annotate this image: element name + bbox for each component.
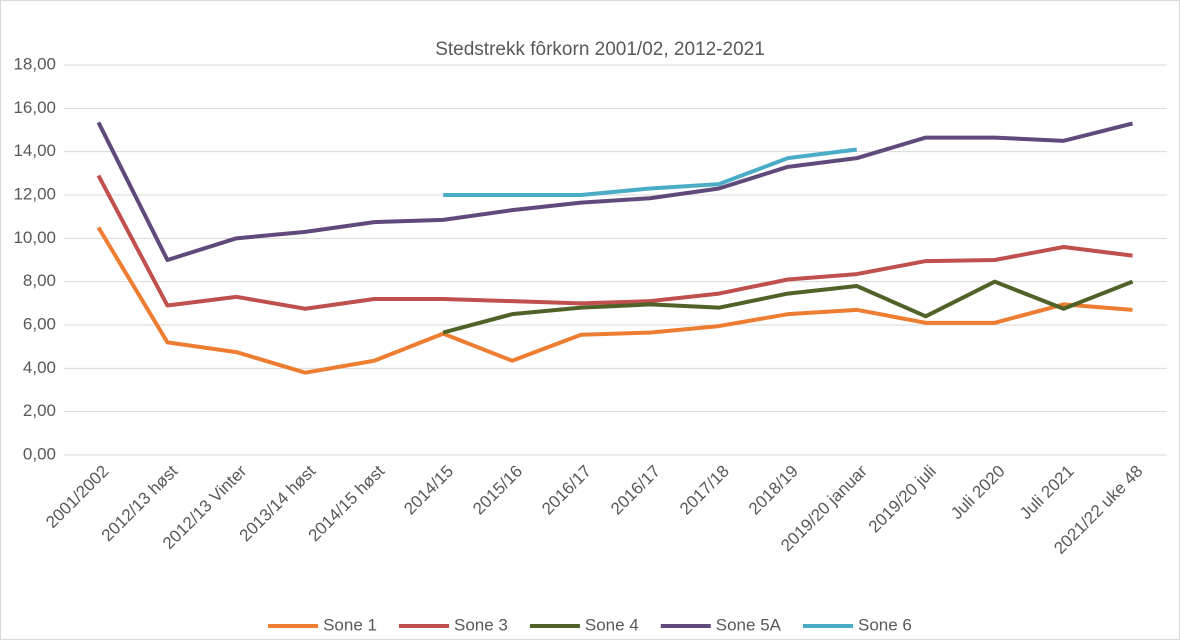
y-tick-label: 16,00 bbox=[13, 98, 56, 117]
legend-label: Sone 3 bbox=[454, 615, 508, 634]
legend-label: Sone 1 bbox=[323, 615, 377, 634]
y-tick-label: 2,00 bbox=[23, 401, 56, 420]
y-tick-label: 10,00 bbox=[13, 228, 56, 247]
series-line bbox=[443, 147, 858, 197]
legend-label: Sone 5A bbox=[716, 615, 782, 634]
y-tick-label: 8,00 bbox=[23, 271, 56, 290]
series-line bbox=[96, 121, 1134, 262]
y-tick-label: 18,00 bbox=[13, 54, 56, 73]
legend-label: Sone 6 bbox=[858, 615, 912, 634]
chart-title: Stedstrekk fôrkorn 2001/02, 2012-2021 bbox=[435, 39, 765, 60]
y-tick-label: 12,00 bbox=[13, 184, 56, 203]
y-tick-label: 0,00 bbox=[23, 444, 56, 463]
series-line bbox=[96, 226, 1133, 375]
series-line bbox=[96, 174, 1133, 311]
series-line bbox=[442, 279, 1134, 335]
y-tick-label: 14,00 bbox=[13, 141, 56, 160]
y-tick-label: 4,00 bbox=[23, 358, 56, 377]
y-tick-label: 6,00 bbox=[23, 314, 56, 333]
legend-label: Sone 4 bbox=[585, 615, 639, 634]
